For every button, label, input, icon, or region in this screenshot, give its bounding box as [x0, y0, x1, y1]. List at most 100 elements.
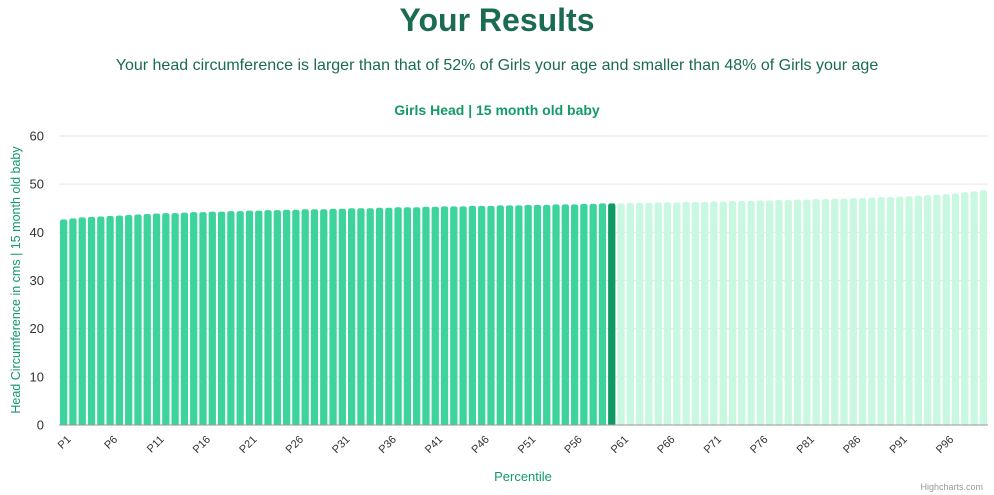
bar[interactable]	[375, 207, 384, 425]
bar[interactable]	[264, 210, 272, 425]
bar[interactable]	[654, 202, 662, 425]
bar[interactable]	[747, 201, 755, 425]
highcharts-credit[interactable]: Highcharts.com	[920, 482, 983, 492]
bar[interactable]	[914, 195, 922, 425]
bar[interactable]	[450, 206, 458, 425]
bar[interactable]	[598, 203, 607, 425]
bar[interactable]	[385, 207, 393, 425]
bar[interactable]	[905, 196, 913, 425]
bar[interactable]	[245, 210, 254, 425]
bar[interactable]	[951, 193, 960, 425]
bar[interactable]	[896, 196, 904, 425]
bar[interactable]	[775, 200, 783, 425]
bar[interactable]	[431, 206, 439, 425]
bar[interactable]	[784, 200, 792, 425]
bar[interactable]	[803, 199, 811, 425]
bar[interactable]	[691, 201, 700, 425]
bar[interactable]	[868, 197, 876, 425]
bar[interactable]	[580, 203, 588, 425]
bar[interactable]	[766, 200, 774, 425]
bar[interactable]	[190, 212, 198, 425]
bar[interactable]	[468, 205, 477, 425]
bar[interactable]	[180, 212, 189, 425]
bar[interactable]	[60, 219, 68, 425]
bar[interactable]	[87, 216, 96, 425]
bar[interactable]	[533, 204, 542, 425]
bar[interactable]	[440, 206, 449, 425]
bar[interactable]	[366, 208, 374, 425]
bar[interactable]	[970, 191, 978, 425]
bar[interactable]	[338, 208, 346, 425]
bar[interactable]	[282, 209, 291, 425]
bar[interactable]	[793, 199, 802, 425]
bar[interactable]	[487, 205, 495, 425]
bar[interactable]	[199, 212, 207, 425]
bar[interactable]	[756, 200, 765, 425]
bar[interactable]	[942, 194, 950, 425]
bar[interactable]	[134, 214, 142, 425]
bar[interactable]	[877, 197, 885, 425]
bar[interactable]	[106, 215, 114, 425]
bar[interactable]	[69, 218, 77, 425]
bar[interactable]	[97, 216, 105, 425]
bar[interactable]	[552, 204, 560, 425]
bar[interactable]	[635, 202, 644, 425]
bar[interactable]	[849, 198, 857, 425]
bar[interactable]	[840, 198, 848, 425]
bar[interactable]	[301, 209, 309, 425]
bar[interactable]	[617, 203, 625, 425]
bar[interactable]	[515, 205, 523, 425]
bar[interactable]	[217, 211, 226, 425]
bar[interactable]	[589, 203, 597, 425]
bar[interactable]	[561, 204, 569, 425]
bar[interactable]	[710, 201, 718, 425]
bar[interactable]	[459, 206, 467, 425]
bar[interactable]	[821, 199, 830, 425]
bar[interactable]	[738, 201, 746, 425]
bar[interactable]	[923, 195, 932, 425]
bar[interactable]	[255, 210, 263, 425]
bar[interactable]	[273, 210, 281, 425]
bar[interactable]	[347, 208, 356, 425]
bar[interactable]	[979, 190, 987, 425]
bar[interactable]	[961, 192, 969, 425]
bar[interactable]	[645, 202, 653, 425]
bar[interactable]	[227, 211, 235, 425]
bar[interactable]	[125, 214, 133, 425]
bar[interactable]	[543, 204, 551, 425]
bar[interactable]	[858, 198, 867, 425]
bar-current-percentile[interactable]	[608, 203, 616, 425]
bar[interactable]	[320, 209, 328, 425]
bar[interactable]	[570, 204, 579, 425]
bar[interactable]	[728, 201, 737, 425]
bar[interactable]	[505, 205, 514, 425]
bar[interactable]	[422, 206, 430, 425]
bar[interactable]	[626, 202, 634, 425]
bar[interactable]	[719, 201, 727, 425]
bar[interactable]	[682, 201, 690, 425]
bar[interactable]	[143, 214, 151, 425]
bar[interactable]	[310, 209, 319, 425]
bar[interactable]	[524, 204, 532, 425]
bar[interactable]	[292, 209, 300, 425]
bar[interactable]	[812, 199, 820, 425]
bar[interactable]	[886, 197, 895, 425]
bar[interactable]	[394, 207, 402, 425]
bar[interactable]	[162, 213, 170, 425]
bar[interactable]	[673, 202, 681, 425]
bar[interactable]	[115, 215, 124, 425]
bar[interactable]	[403, 207, 412, 425]
bar[interactable]	[329, 208, 337, 425]
bar[interactable]	[152, 213, 161, 425]
bar[interactable]	[496, 205, 504, 425]
bar[interactable]	[171, 213, 179, 425]
bar[interactable]	[413, 207, 421, 425]
bar[interactable]	[933, 194, 941, 425]
bar[interactable]	[236, 211, 244, 425]
bar[interactable]	[478, 205, 486, 425]
bar[interactable]	[663, 202, 672, 425]
bar[interactable]	[357, 208, 365, 425]
bar[interactable]	[208, 211, 216, 425]
bar[interactable]	[831, 198, 839, 425]
bar[interactable]	[78, 217, 86, 425]
